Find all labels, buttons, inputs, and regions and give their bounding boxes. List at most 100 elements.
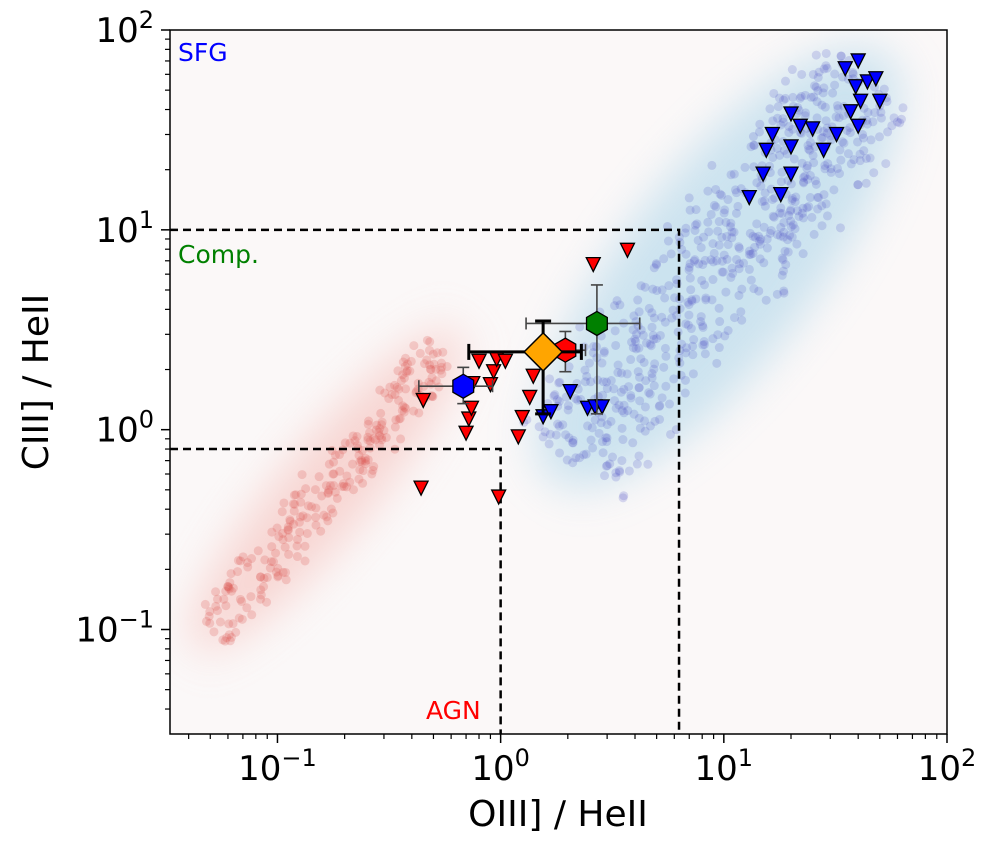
- model-point: [256, 594, 266, 604]
- model-point: [342, 471, 352, 481]
- model-point: [785, 230, 795, 240]
- model-point: [307, 502, 317, 512]
- model-point: [329, 457, 339, 467]
- model-point: [614, 400, 624, 410]
- model-point: [721, 217, 731, 227]
- model-point: [436, 358, 446, 368]
- upper-limit-marker: [585, 256, 602, 274]
- model-point: [222, 633, 232, 643]
- model-point: [895, 118, 905, 128]
- model-point: [745, 246, 755, 256]
- model-point: [328, 469, 338, 479]
- model-point: [777, 167, 787, 177]
- model-point: [400, 361, 410, 371]
- model-point: [733, 201, 743, 211]
- model-point: [698, 321, 708, 331]
- model-point: [749, 140, 759, 150]
- model-point: [375, 424, 385, 434]
- model-point: [641, 376, 651, 386]
- upper-limit-marker: [741, 189, 758, 207]
- model-point: [617, 456, 627, 466]
- combined-stack-marker: [467, 319, 583, 416]
- model-point: [272, 523, 282, 533]
- model-point: [335, 450, 345, 460]
- model-point: [780, 246, 790, 256]
- model-point: [787, 193, 797, 203]
- model-point: [234, 613, 244, 623]
- model-point: [267, 527, 277, 537]
- model-point: [823, 159, 833, 169]
- model-point: [762, 243, 772, 253]
- model-point: [568, 458, 578, 468]
- model-point: [807, 212, 817, 222]
- model-point: [696, 312, 706, 322]
- model-point: [714, 303, 724, 313]
- model-point: [809, 92, 819, 102]
- model-point: [274, 532, 284, 542]
- model-point: [688, 341, 698, 351]
- model-point: [554, 397, 564, 407]
- upper-limit-marker: [758, 142, 775, 159]
- green-stack-marker: [525, 284, 641, 415]
- model-point: [896, 114, 906, 124]
- model-point: [756, 234, 766, 244]
- model-point: [723, 240, 733, 250]
- axis-ticks: 10−1 100 101 102 10−1 100 101 102: [75, 6, 976, 789]
- model-point: [756, 181, 766, 191]
- model-point: [681, 319, 691, 329]
- model-point: [602, 461, 612, 471]
- model-point: [789, 154, 799, 164]
- model-point: [802, 203, 812, 213]
- upper-limit-marker: [413, 480, 430, 497]
- model-point: [219, 594, 229, 604]
- model-point: [726, 218, 736, 228]
- model-point: [688, 369, 698, 379]
- model-point: [278, 535, 288, 545]
- model-point: [879, 84, 889, 94]
- model-point: [881, 159, 891, 169]
- data-markers: [413, 53, 888, 506]
- upper-limit-marker: [782, 166, 800, 183]
- model-point: [746, 249, 756, 259]
- model-point: [786, 222, 796, 232]
- model-point: [361, 456, 371, 466]
- model-point: [587, 423, 597, 433]
- model-point: [406, 356, 416, 366]
- model-point: [830, 80, 840, 90]
- model-point: [853, 180, 863, 190]
- model-point: [727, 233, 737, 243]
- model-point: [821, 61, 831, 71]
- model-point: [237, 614, 247, 624]
- model-point: [632, 329, 642, 339]
- model-point: [594, 428, 604, 438]
- model-point: [786, 205, 796, 215]
- model-point: [816, 133, 826, 143]
- red-stack-marker: [542, 330, 587, 373]
- model-point: [377, 417, 387, 427]
- model-point: [845, 123, 855, 133]
- model-point: [340, 438, 350, 448]
- model-point: [424, 345, 434, 355]
- model-point: [226, 569, 236, 579]
- model-point: [575, 322, 585, 332]
- model-point: [425, 337, 435, 347]
- model-point: [759, 258, 769, 268]
- model-point: [820, 102, 830, 112]
- upper-limit-marker: [562, 383, 579, 401]
- model-point: [876, 113, 886, 123]
- model-point: [787, 196, 797, 206]
- model-point: [369, 433, 379, 443]
- model-point: [228, 583, 238, 593]
- model-point: [765, 228, 775, 238]
- model-point: [664, 281, 674, 291]
- model-point: [209, 627, 219, 637]
- model-point: [711, 202, 721, 212]
- model-point: [790, 224, 800, 234]
- model-point: [561, 430, 571, 440]
- agn-models-cloud: [189, 328, 464, 652]
- model-point: [661, 351, 671, 361]
- model-point: [375, 440, 385, 450]
- upper-limit-marker: [510, 429, 527, 446]
- model-point: [657, 312, 667, 322]
- model-point: [795, 93, 805, 103]
